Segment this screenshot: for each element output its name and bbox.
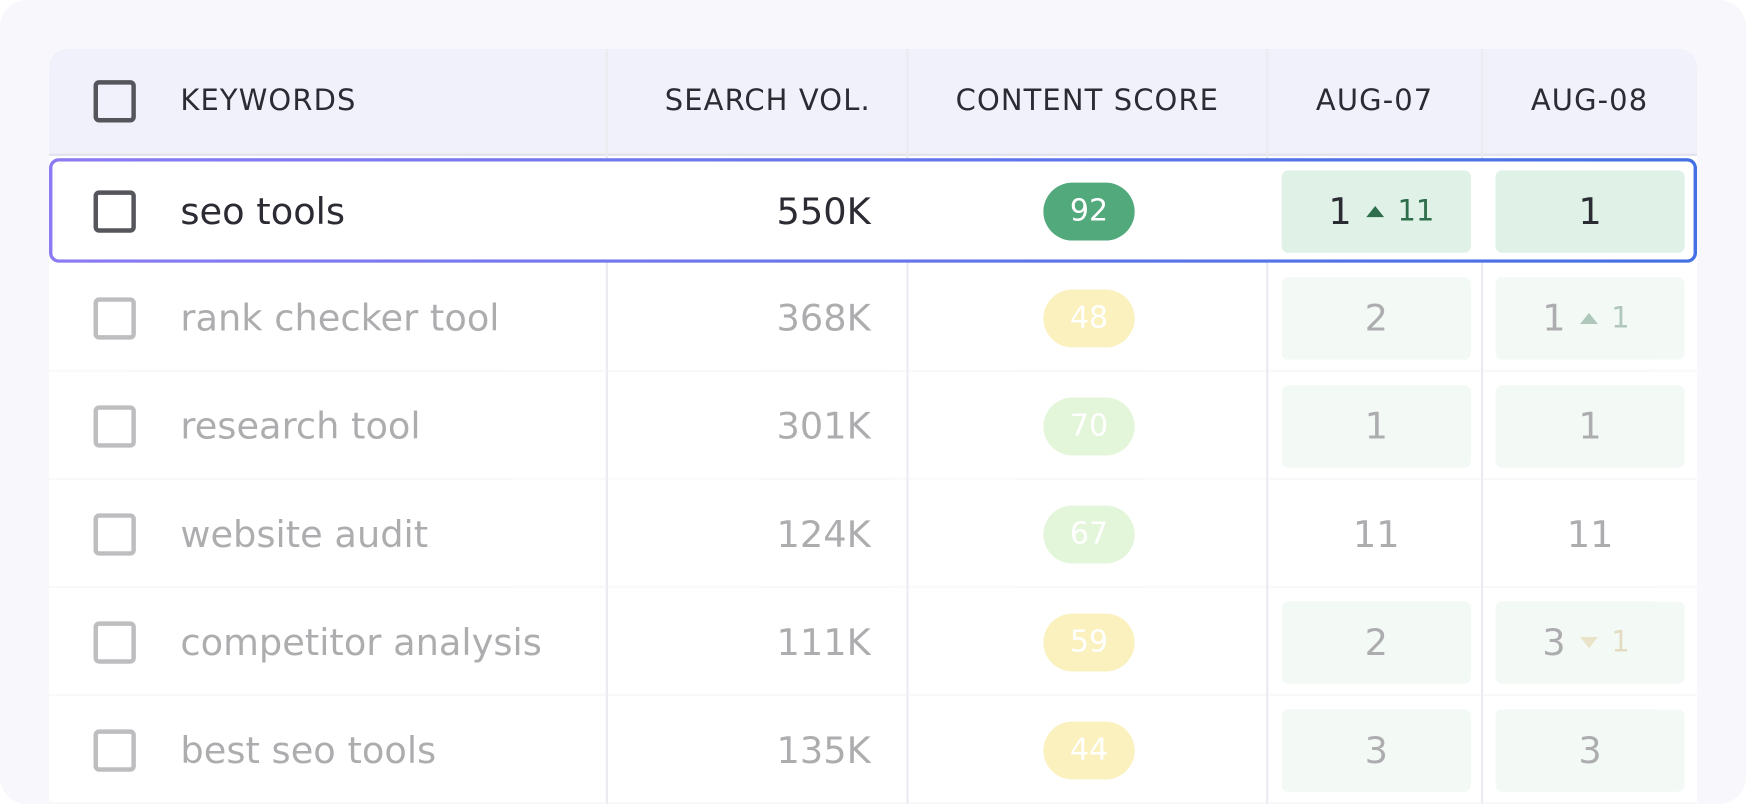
row-checkbox[interactable] [93,190,136,233]
rank-cell: 2 [1281,601,1471,684]
trend-arrow [1366,206,1385,218]
rank-change: 1 [1611,301,1630,336]
table-row[interactable]: competitor analysis 111K 59 2 3 1 [48,588,1698,696]
trend-arrow [1580,636,1598,649]
content-score: 59 [1043,613,1135,672]
rank-change: 1 [1611,625,1630,660]
keyword: best seo tools [180,728,437,772]
rank: 3 [1542,620,1566,664]
header-score[interactable]: CONTENT SCORE [955,84,1220,119]
row-checkbox[interactable] [93,513,136,556]
content-score: 70 [1043,397,1135,456]
rank: 1 [1578,189,1602,233]
column-divider [605,48,608,804]
content-score: 44 [1043,721,1135,780]
trend-arrow [1580,312,1598,325]
keyword: seo tools [180,189,346,233]
header-date[interactable]: AUG-07 [1315,84,1434,119]
rank-cell: 1 [1495,170,1685,253]
table-row[interactable]: seo tools 550K 92 1 11 1 [49,156,1697,264]
row-divider [48,369,1698,372]
content-score: 48 [1043,289,1135,348]
rank: 11 [1566,512,1614,556]
keyword: website audit [180,512,429,556]
search-volume: 550K [776,189,871,233]
keyword: competitor analysis [180,620,542,664]
header-keywords: KEYWORDS [180,84,357,119]
rank: 1 [1542,296,1566,340]
rank-cell: 1 11 [1281,170,1471,253]
row-divider [48,585,1698,588]
column-divider [1266,48,1269,804]
column-divider [1480,48,1484,804]
rank: 3 [1578,728,1602,772]
rank-cell: 11 [1495,493,1684,575]
keyword: research tool [180,404,421,448]
row-checkbox[interactable] [93,621,136,664]
rank: 1 [1578,404,1602,448]
search-volume: 301K [776,404,871,448]
rank: 11 [1352,512,1400,556]
rank-cell: 11 [1282,493,1471,575]
table-row[interactable]: website audit 124K 67 11 11 [48,480,1698,588]
row-checkbox[interactable] [93,729,136,772]
rank-cell: 3 [1281,709,1471,792]
search-volume: 135K [776,728,871,772]
content-score: 92 [1043,182,1135,241]
rank: 3 [1364,728,1389,772]
table-row[interactable]: research tool 301K 70 1 1 [48,372,1698,480]
column-divider [906,48,909,804]
table-row[interactable]: best seo tools 135K 44 3 3 [48,696,1698,804]
trend-down-icon [1580,636,1598,649]
keyword: rank checker tool [180,296,500,340]
rank-cell: 1 [1495,385,1685,468]
rank: 1 [1328,189,1352,233]
rank: 2 [1364,296,1389,340]
rank-change: 11 [1397,194,1435,229]
table-header: KEYWORDS SEARCH VOL. CONTENT SCORE AUG-0… [48,48,1698,156]
search-volume: 124K [776,512,871,556]
rank: 2 [1364,620,1389,664]
rank-cell: 3 [1495,709,1685,792]
trend-up-icon [1580,312,1598,325]
row-divider [48,693,1698,696]
rank: 1 [1364,404,1389,448]
trend-up-icon [1366,206,1385,218]
header-date[interactable]: AUG-08 [1530,84,1649,119]
keyword-table: KEYWORDS SEARCH VOL. CONTENT SCORE AUG-0… [48,48,1698,804]
rank-cell: 2 [1281,277,1471,360]
row-divider [48,477,1698,480]
content-score: 67 [1043,505,1135,564]
select-all-checkbox[interactable] [93,80,136,123]
search-volume: 111K [776,620,871,664]
rank-cell: 1 [1281,385,1471,468]
row-checkbox[interactable] [93,405,136,448]
search-volume: 368K [776,296,871,340]
row-divider [48,801,1698,804]
row-checkbox[interactable] [93,297,136,340]
header-volume[interactable]: SEARCH VOL. [664,84,871,119]
table-row[interactable]: rank checker tool 368K 48 2 1 1 [48,264,1698,372]
